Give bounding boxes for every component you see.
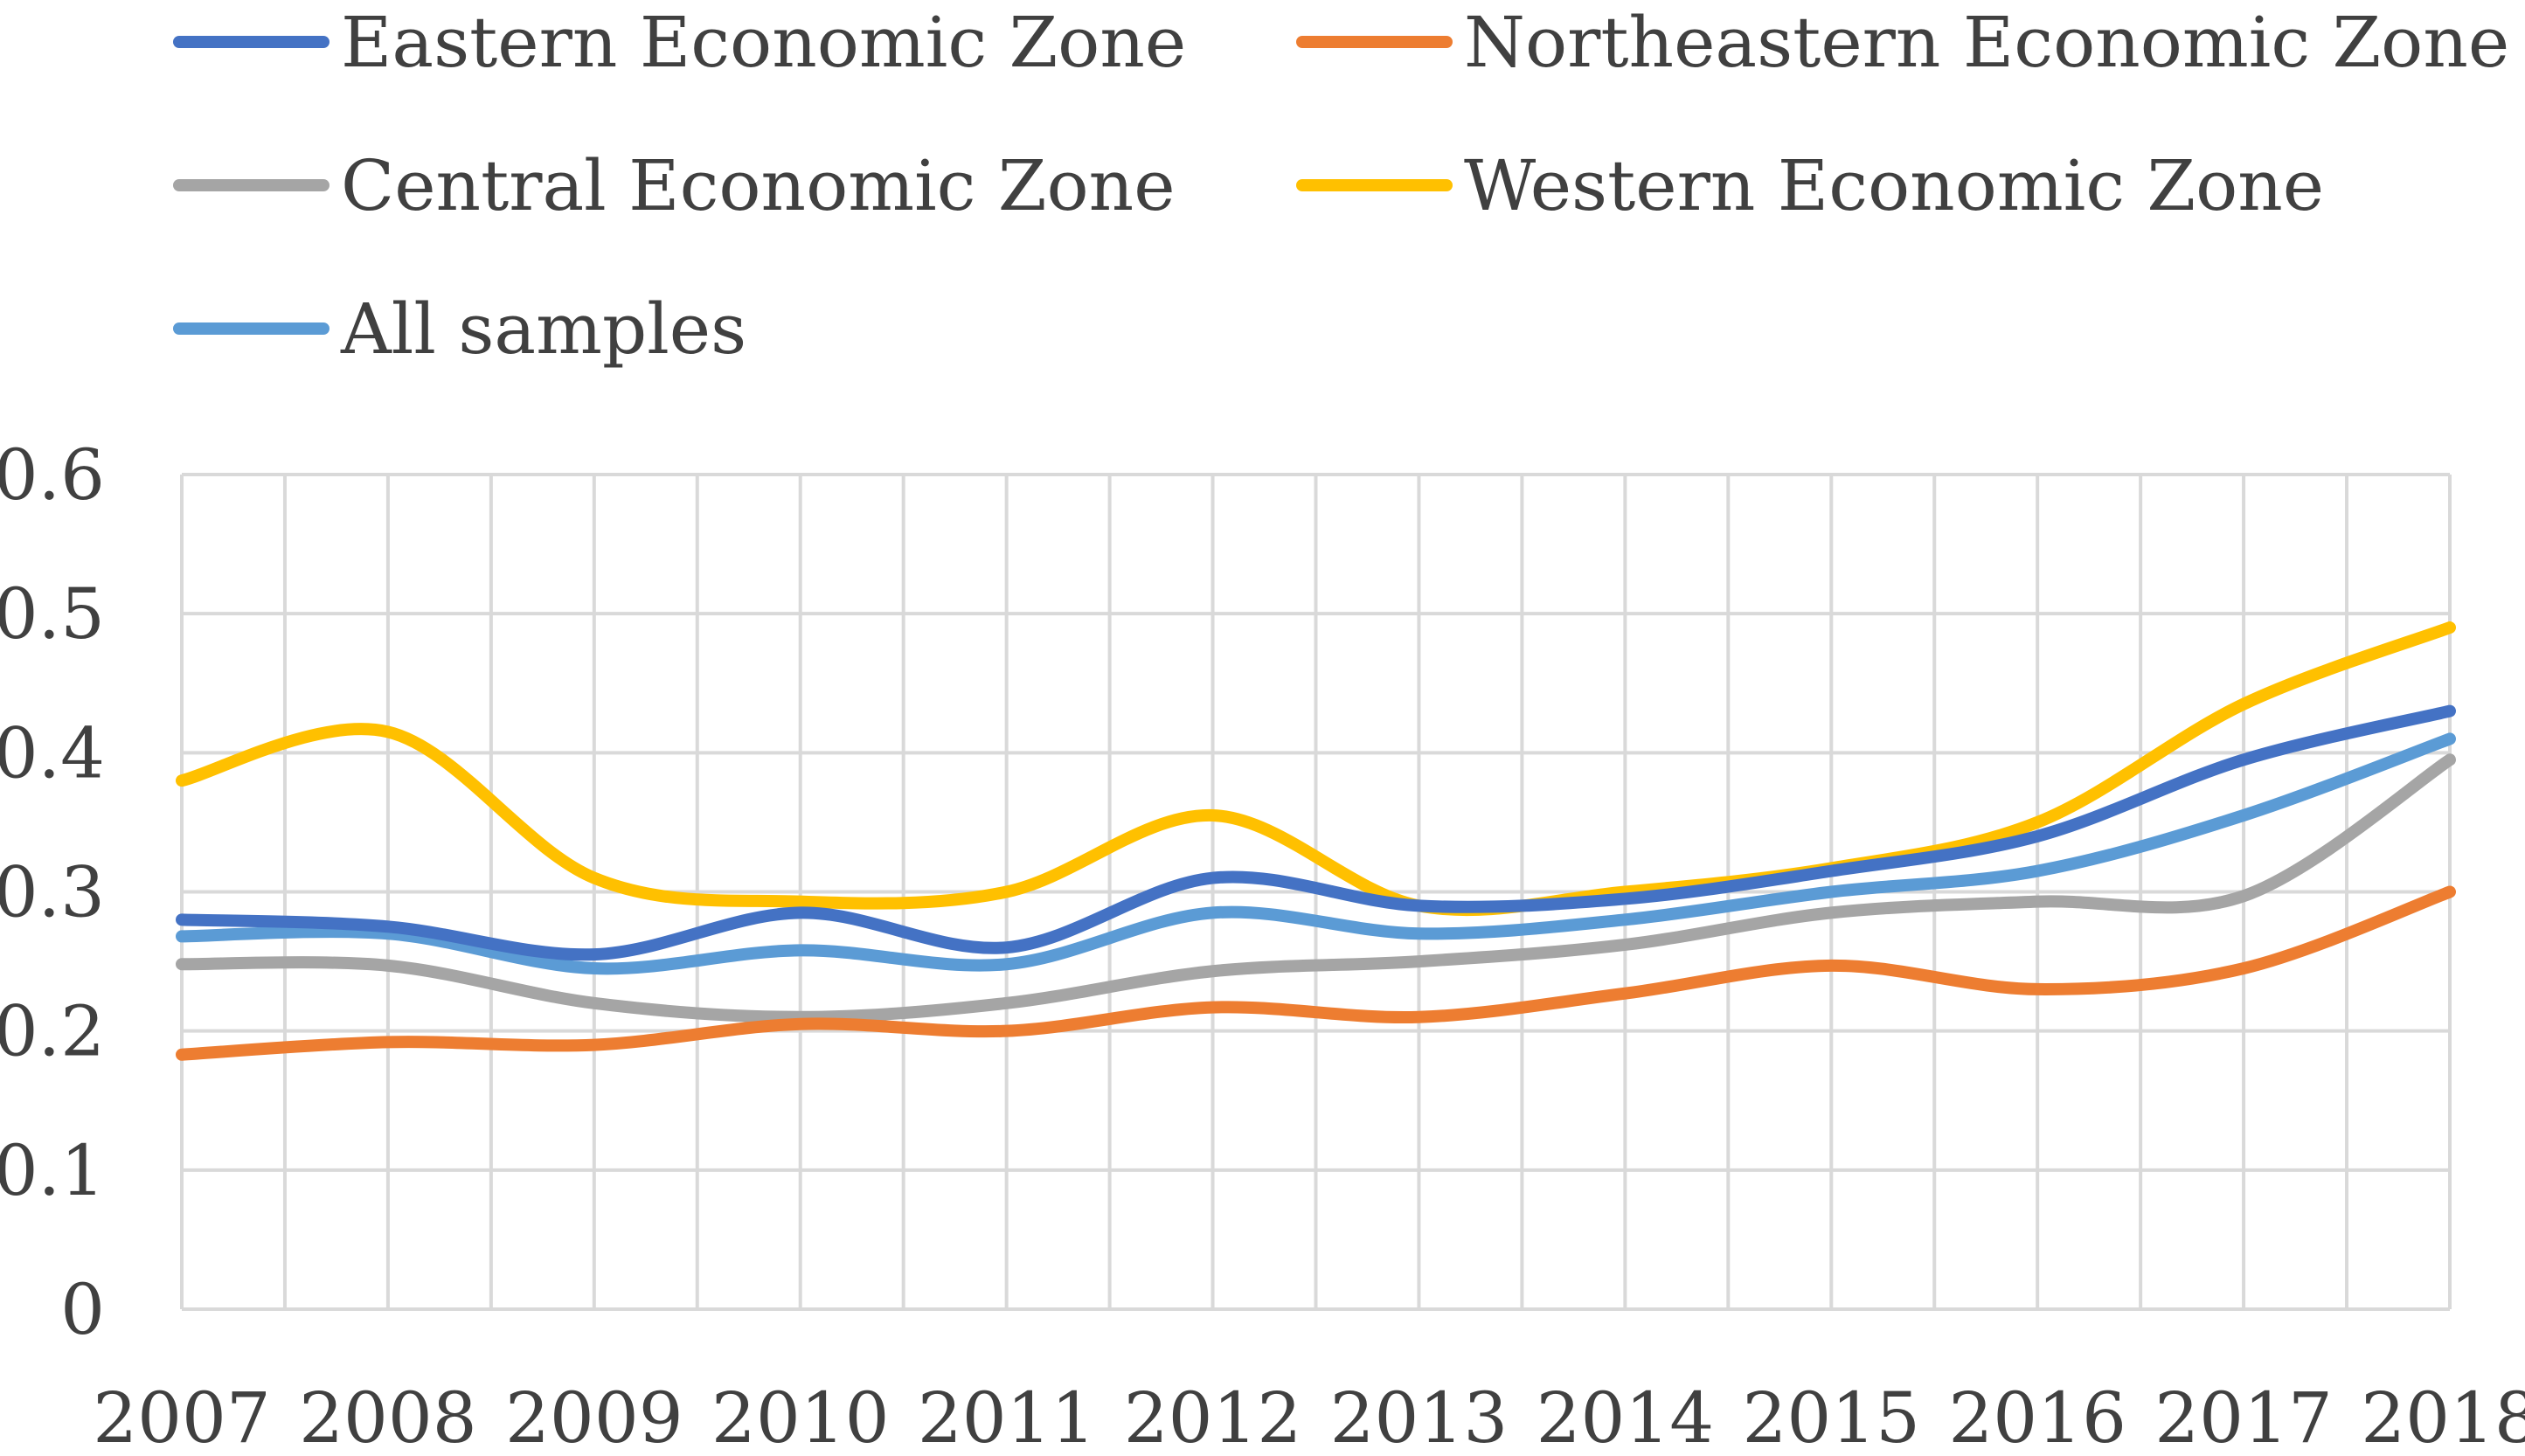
x-tick-label: 2009 — [505, 1377, 683, 1456]
legend-item-eastern-economic-zone: Eastern Economic Zone — [173, 2, 1186, 83]
legend-item-all-samples: All samples — [173, 288, 746, 370]
x-tick-label: 2013 — [1330, 1377, 1509, 1456]
legend-item-central-economic-zone: Central Economic Zone — [173, 145, 1176, 226]
x-tick-label: 2018 — [2361, 1377, 2525, 1456]
x-tick-label: 2015 — [1742, 1377, 1920, 1456]
legend-item-northeastern-economic-zone: Northeastern Economic Zone — [1296, 2, 2509, 83]
y-tick-label: 0.6 — [0, 434, 105, 516]
legend-label: Northeastern Economic Zone — [1464, 2, 2509, 83]
legend-label: Western Economic Zone — [1464, 145, 2324, 226]
series-line-eastern-economic-zone — [176, 704, 2456, 961]
x-tick-label: 2012 — [1124, 1377, 1302, 1456]
y-tick-label: 0.5 — [0, 573, 105, 655]
x-tick-label: 2016 — [1948, 1377, 2126, 1456]
x-tick-label: 2011 — [918, 1377, 1096, 1456]
y-tick-label: 0.4 — [0, 712, 105, 794]
legend-label: All samples — [340, 288, 746, 370]
x-tick-label: 2017 — [2154, 1377, 2333, 1456]
x-axis-tick-labels: 2007 2008 2009 2010 2011 2012 2013 2014 2015 2016… — [93, 1377, 2525, 1456]
series-line-western-economic-zone — [176, 621, 2456, 917]
legend-item-western-economic-zone: Western Economic Zone — [1296, 145, 2324, 226]
legend-label: Central Economic Zone — [341, 145, 1176, 226]
x-tick-label: 2007 — [93, 1377, 271, 1456]
y-tick-label: 0 — [60, 1269, 105, 1350]
series-line-central-economic-zone — [176, 753, 2456, 1023]
series-lines — [176, 621, 2456, 1061]
y-axis-tick-labels: 0 0.1 0.2 0.3 0.4 0.5 0.6 — [0, 434, 105, 1350]
series-line-northeastern-economic-zone — [176, 885, 2456, 1061]
y-tick-label: 0.3 — [0, 852, 105, 933]
x-tick-label: 2010 — [711, 1377, 890, 1456]
x-tick-label: 2008 — [299, 1377, 477, 1456]
y-tick-label: 0.1 — [0, 1130, 105, 1211]
y-tick-label: 0.2 — [0, 991, 105, 1072]
legend-label: Eastern Economic Zone — [341, 2, 1186, 83]
x-tick-label: 2014 — [1537, 1377, 1715, 1456]
legend: Eastern Economic Zone Northeastern Econom… — [173, 2, 2509, 370]
x-gridlines — [180, 475, 2452, 1309]
series-line-all-samples — [176, 732, 2456, 975]
